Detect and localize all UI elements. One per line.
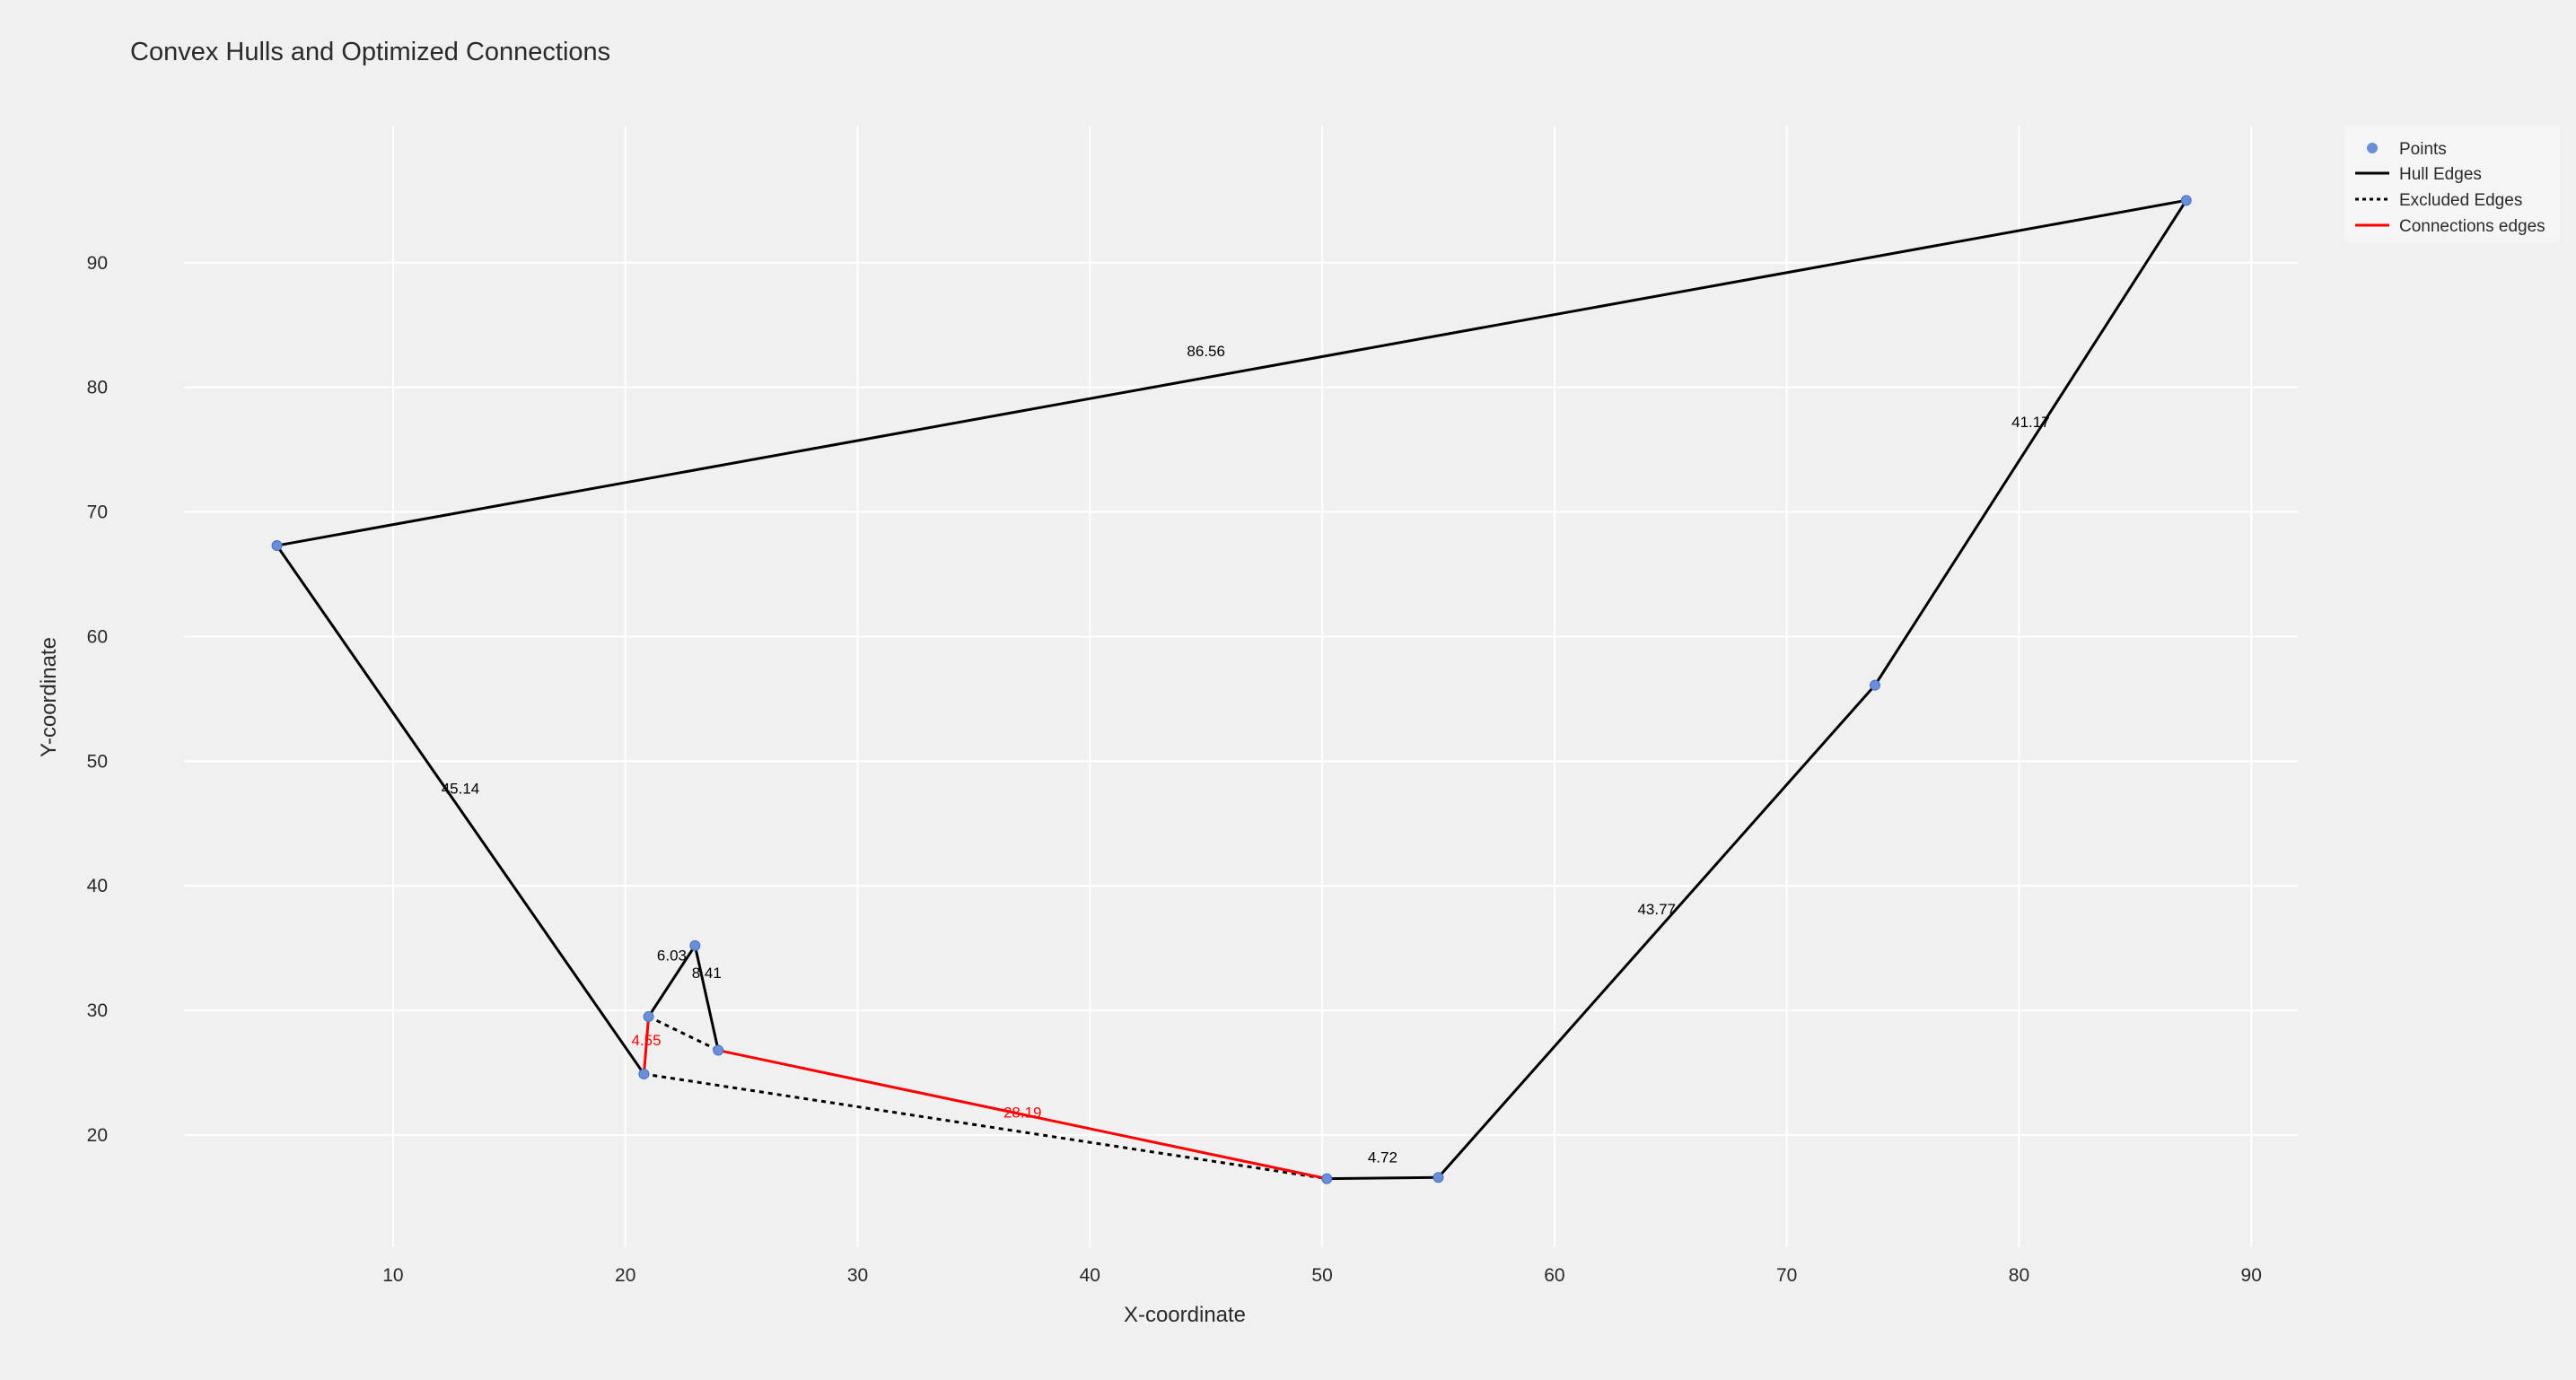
x-tick-label: 10 [382,1265,403,1286]
point-marker [1433,1172,1444,1183]
x-tick-label: 60 [1544,1265,1564,1286]
point-marker [271,540,283,552]
point-marker [643,1011,654,1023]
x-axis-title: X-coordinate [1124,1303,1246,1327]
edge-labels: 86.56 41.17 43.77 4.72 45.14 6.03 8.41 28.19 4.5… [442,343,2050,1166]
y-tick-label: 20 [87,1125,108,1146]
hull-edge-label: 45.14 [442,780,480,797]
hull-edge [1327,1175,1439,1181]
point-marker [713,1044,724,1056]
chart-title: Convex Hulls and Optimized Connections [130,38,610,66]
hull-edge-label: 43.77 [1637,901,1676,918]
hull-edge [1437,684,1877,1179]
legend-box [2344,126,2560,243]
y-tick-label: 60 [87,626,108,647]
y-tick-label: 70 [87,502,108,523]
y-tick-label: 50 [87,751,108,772]
y-tick-label: 80 [87,378,108,398]
point-marker [1870,679,1880,691]
hull-edge [276,198,2187,547]
connection-edge-label: 4.55 [631,1032,661,1049]
hull-edge-label: 86.56 [1187,343,1225,360]
legend-points-label: Points [2399,140,2447,159]
point-marker [638,1068,650,1079]
connection-edge-label: 28.19 [1003,1105,1042,1122]
y-tick-label: 40 [87,876,108,896]
legend-hull-label: Hull Edges [2399,165,2482,184]
hull-edge [1873,199,2188,686]
excluded-edge [647,1015,719,1052]
point-marker [2180,195,2192,206]
x-tick-label: 70 [1776,1265,1797,1286]
hull-edge [693,945,720,1051]
connection-edge [642,1016,651,1075]
legend-points-marker [2367,143,2378,153]
legend: Points Hull Edges Excluded Edges Connect… [2344,126,2560,243]
hull-edge-label: 6.03 [657,948,687,965]
hull-edge [647,945,697,1018]
x-tick-label: 20 [615,1265,635,1286]
excluded-edge [644,1072,1327,1181]
hull-edge-label: 8.41 [692,965,722,982]
points [271,195,2192,1184]
hull-edge-label: 4.72 [1368,1149,1398,1166]
y-tick-label: 30 [87,1000,108,1021]
connection-edge [717,1049,1327,1181]
hull-edge [276,545,645,1075]
x-tick-label: 50 [1311,1265,1332,1286]
tick-labels: 10 20 30 40 50 60 70 80 90 20 30 40 50 60 70 80 90 [87,253,2262,1286]
legend-connections-label: Connections edges [2399,217,2545,236]
legend-excluded-label: Excluded Edges [2399,191,2522,210]
grid-lines [184,126,2298,1247]
y-tick-label: 90 [87,253,108,274]
x-tick-label: 90 [2241,1265,2262,1286]
x-tick-label: 80 [2009,1265,2029,1286]
point-marker [689,939,701,951]
hull-edge-label: 41.17 [2011,414,2050,431]
edges [276,198,2188,1181]
point-marker [1321,1173,1333,1184]
x-tick-label: 30 [847,1265,868,1286]
y-axis-title: Y-coordinate [37,637,61,757]
x-tick-label: 40 [1080,1265,1100,1286]
